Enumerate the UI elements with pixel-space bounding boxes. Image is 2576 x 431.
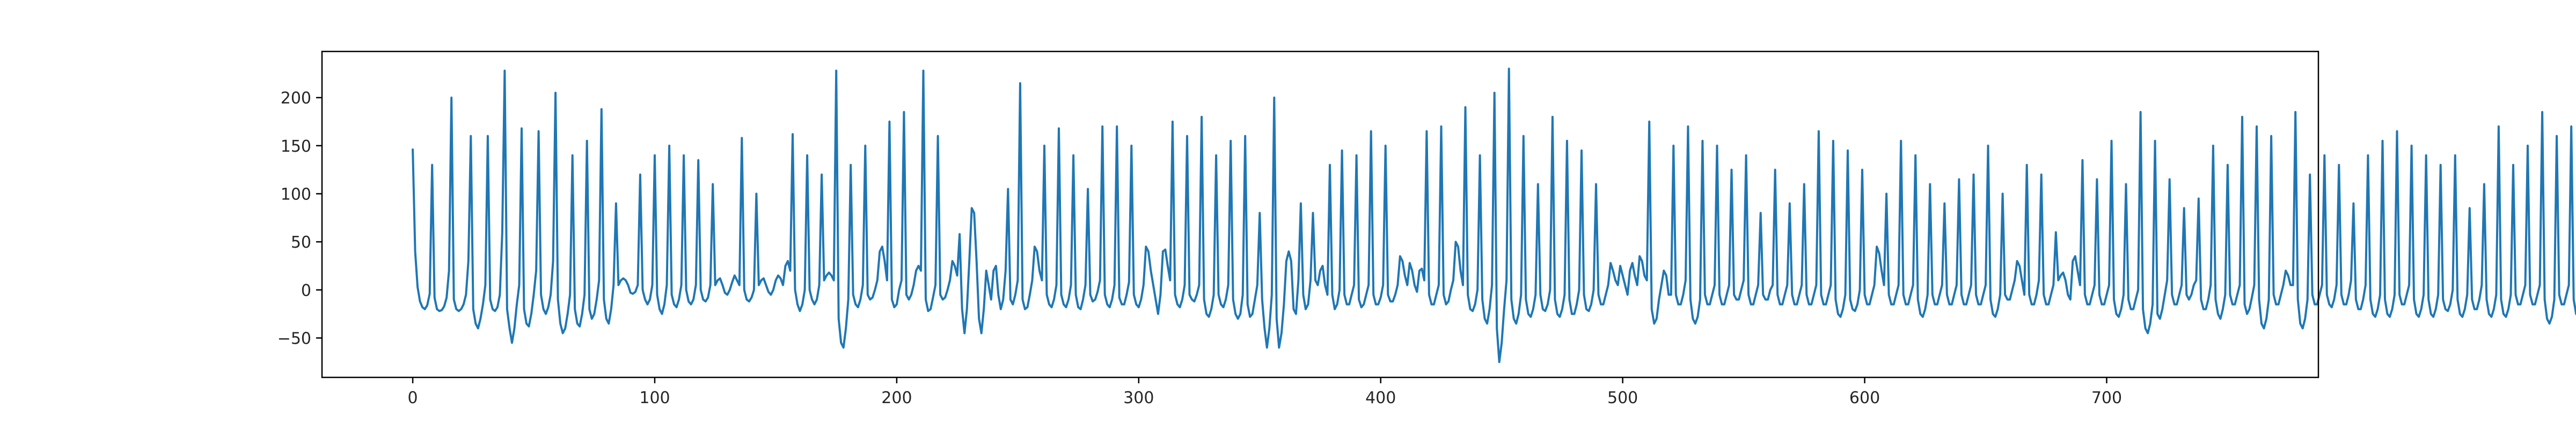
y-tick-label: 0	[301, 281, 311, 300]
x-tick-label: 200	[881, 389, 912, 407]
x-tick-label: 600	[1849, 389, 1880, 407]
y-axis: −50 0 50 100 150 200	[277, 89, 322, 348]
x-tick-label: 500	[1607, 389, 1638, 407]
plot-area	[322, 51, 2318, 377]
y-tick-label: 50	[291, 233, 311, 252]
x-tick-label: 100	[639, 389, 670, 407]
y-tick-label: −50	[277, 329, 311, 348]
x-tick-label: 700	[2091, 389, 2122, 407]
y-tick-label: 100	[281, 185, 311, 204]
y-tick-label: 150	[281, 137, 311, 156]
series-line-0	[412, 68, 2576, 363]
series-layer	[412, 68, 2576, 363]
plot-frame	[321, 50, 2319, 378]
x-tick-label: 400	[1365, 389, 1396, 407]
x-axis: 0 100 200 300 400 500 600 700	[408, 377, 2122, 407]
x-tick-label: 0	[408, 389, 418, 407]
y-tick-label: 200	[281, 89, 311, 108]
x-tick-label: 300	[1123, 389, 1154, 407]
